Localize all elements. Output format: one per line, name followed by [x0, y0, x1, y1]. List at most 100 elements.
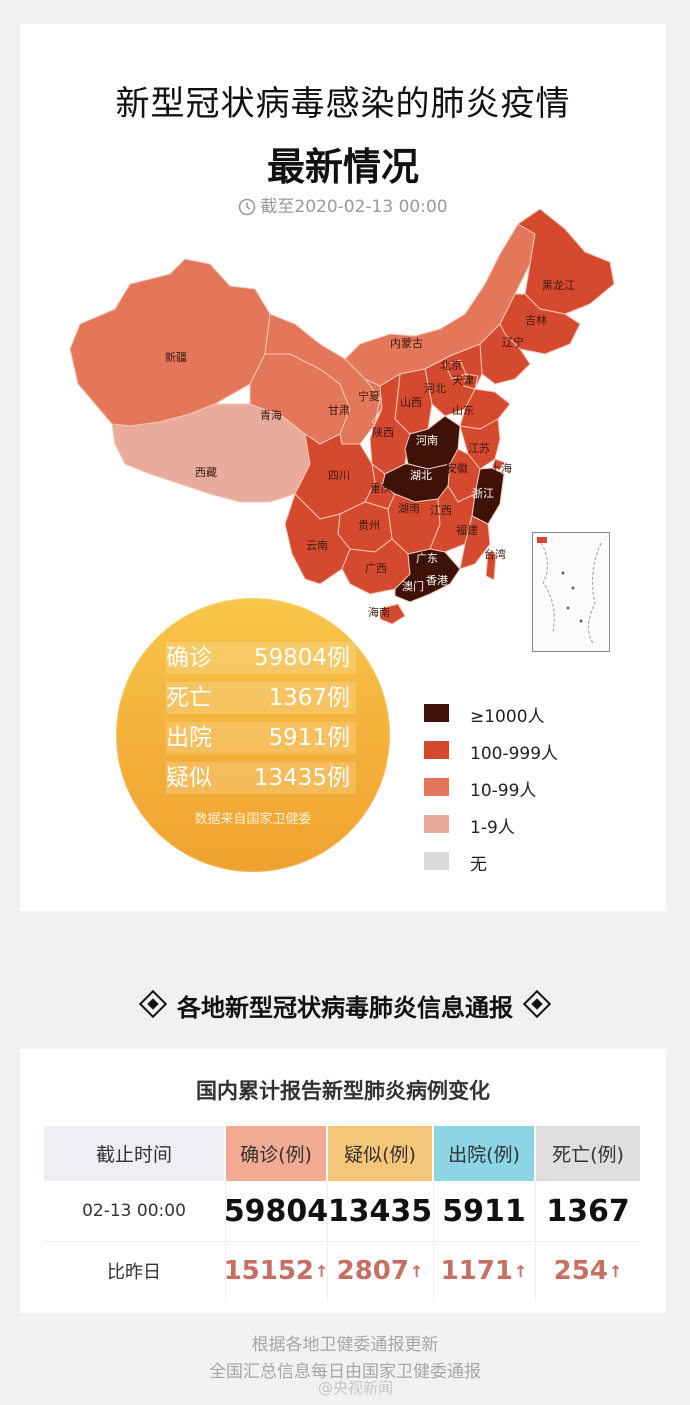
label-ningxia: 宁夏	[358, 389, 380, 403]
province-heilongjiang	[517, 208, 615, 315]
cell-delta-label: 比昨日	[107, 1262, 161, 1283]
cell-recovered: 5911	[442, 1193, 526, 1229]
label-henan: 河南	[416, 434, 438, 447]
map-card: 新型冠状病毒感染的肺炎疫情 最新情况 截至2020-02-13 00:00	[20, 24, 666, 911]
label-zhejiang: 浙江	[472, 487, 494, 500]
province-shanghai	[491, 458, 505, 471]
label-yunnan: 云南	[306, 539, 328, 552]
province-liaoning	[479, 323, 531, 385]
stat-confirmed-value: 59804例	[253, 645, 350, 671]
label-hainan: 海南	[368, 605, 390, 619]
label-liaoning: 辽宁	[502, 335, 524, 349]
diamond-icon	[138, 989, 168, 1019]
stat-deaths: 死亡 1367例	[166, 682, 356, 714]
label-neimenggu: 内蒙古	[390, 336, 423, 350]
case-table: 截止时间 确诊(例) 疑似(例) 出院(例) 死亡(例) 02-13 00:00…	[44, 1126, 640, 1301]
cell-time: 02-13 00:00	[82, 1201, 186, 1221]
province-guangdong	[394, 548, 461, 603]
up-arrow-icon: ↑	[513, 1261, 528, 1281]
label-anhui: 安徽	[446, 461, 468, 475]
timestamp-text: 截至2020-02-13 00:00	[260, 197, 448, 217]
clock-icon	[239, 198, 256, 216]
footer-line-2: 全国汇总信息每日由国家卫健委通报	[209, 1362, 481, 1382]
label-tianjin: 天津	[452, 374, 474, 387]
cell-delta-confirmed: 15152 ↑	[223, 1241, 329, 1301]
label-gansu: 甘肃	[328, 404, 350, 417]
label-guangdong: 广东	[416, 552, 438, 565]
case-table-card: 国内累计报告新型肺炎病例变化 截止时间 确诊(例) 疑似(例) 出院(例) 死亡…	[20, 1049, 666, 1313]
footer-line-1: 根据各地卫健委通报更新	[251, 1335, 439, 1355]
watermark: @央视新闻	[318, 1379, 394, 1397]
stat-deaths-label: 死亡	[166, 685, 212, 711]
cell-confirmed: 59804	[223, 1193, 329, 1229]
table-row: 比昨日 15152 ↑ 2807 ↑ 1171 ↑ 254 ↑	[44, 1241, 640, 1301]
label-hebei: 河北	[424, 382, 446, 395]
label-xizang: 西藏	[195, 466, 217, 479]
label-shanghai: 上海	[490, 461, 512, 475]
cell-suspected: 13435	[327, 1193, 433, 1229]
delta-value: 15152	[223, 1256, 315, 1286]
header-suspected: 疑似(例)	[328, 1126, 432, 1181]
header-confirmed: 确诊(例)	[226, 1126, 326, 1181]
legend-label: ≥1000人	[470, 707, 545, 727]
label-hubei: 湖北	[410, 469, 432, 482]
legend-label: 100-999人	[470, 744, 559, 764]
stat-deaths-value: 1367例	[268, 685, 350, 711]
legend-swatch	[424, 852, 449, 870]
diamond-icon	[522, 989, 552, 1019]
legend-swatch	[424, 741, 449, 759]
label-heilongjiang: 黑龙江	[542, 279, 575, 292]
header-time: 截止时间	[44, 1126, 224, 1181]
stat-recovered-label: 出院	[166, 725, 212, 751]
timestamp: 截至2020-02-13 00:00	[20, 192, 666, 217]
label-hongkong: 香港	[426, 574, 448, 587]
label-shaanxi: 陕西	[372, 425, 394, 439]
province-taiwan	[485, 551, 497, 581]
label-fujian: 福建	[456, 523, 478, 537]
stat-recovered: 出院 5911例	[166, 722, 356, 754]
label-jiangsu: 江苏	[468, 442, 490, 455]
label-guizhou: 贵州	[358, 519, 380, 532]
cell-delta-recovered: 1171 ↑	[434, 1241, 534, 1301]
legend-label: 1-9人	[470, 818, 515, 838]
label-guangxi: 广西	[365, 562, 387, 575]
stat-recovered-value: 5911例	[268, 725, 350, 751]
label-shanxi: 山西	[400, 396, 422, 409]
legend-label: 无	[470, 855, 487, 875]
section-heading-text: 各地新型冠状病毒肺炎信息通报	[177, 994, 513, 1022]
label-shandong: 山东	[452, 404, 474, 417]
table-header-row: 截止时间 确诊(例) 疑似(例) 出院(例) 死亡(例)	[44, 1126, 640, 1181]
stat-confirmed: 确诊 59804例	[166, 642, 356, 674]
up-arrow-icon: ↑	[608, 1261, 623, 1281]
stat-suspected-label: 疑似	[166, 765, 212, 791]
header-recovered: 出院(例)	[434, 1126, 534, 1181]
delta-value: 1171	[440, 1256, 513, 1286]
province-xinjiang	[69, 258, 271, 427]
south-china-sea-inset	[532, 532, 610, 652]
table-row: 02-13 00:00 59804 13435 5911 1367	[44, 1181, 640, 1241]
label-sichuan: 四川	[328, 469, 350, 482]
stat-suspected: 疑似 13435例	[166, 762, 356, 794]
cell-delta-deaths: 254 ↑	[536, 1241, 640, 1301]
delta-value: 2807	[336, 1256, 409, 1286]
page-title: 新型冠状病毒感染的肺炎疫情	[115, 84, 571, 124]
china-map: 黑龙江 吉林 辽宁 内蒙古 新疆 西藏 青海 甘肃 宁夏 陕西 山西 河北 北京…	[69, 208, 615, 625]
label-chongqing: 重庆	[370, 481, 392, 495]
legend-swatch	[424, 704, 449, 722]
stat-confirmed-label: 确诊	[166, 645, 212, 671]
legend-label: 10-99人	[470, 781, 537, 801]
delta-value: 254	[553, 1256, 608, 1286]
label-qinghai: 青海	[260, 408, 282, 422]
label-macau: 澳门	[402, 579, 424, 593]
label-hunan: 湖南	[398, 502, 420, 515]
up-arrow-icon: ↑	[409, 1261, 424, 1281]
label-taiwan: 台湾	[484, 547, 506, 561]
section-heading: 各地新型冠状病毒肺炎信息通报	[0, 988, 690, 1023]
stats-circle: 确诊 59804例 死亡 1367例 出院 5911例 疑似 13435例 数据…	[116, 598, 390, 872]
cell-deaths: 1367	[546, 1193, 630, 1229]
label-jiangxi: 江西	[430, 504, 452, 517]
legend-swatch	[424, 815, 449, 833]
stats-source: 数据来自国家卫健委	[194, 812, 312, 827]
province-fujian	[459, 515, 491, 570]
label-beijing: 北京	[440, 358, 462, 372]
